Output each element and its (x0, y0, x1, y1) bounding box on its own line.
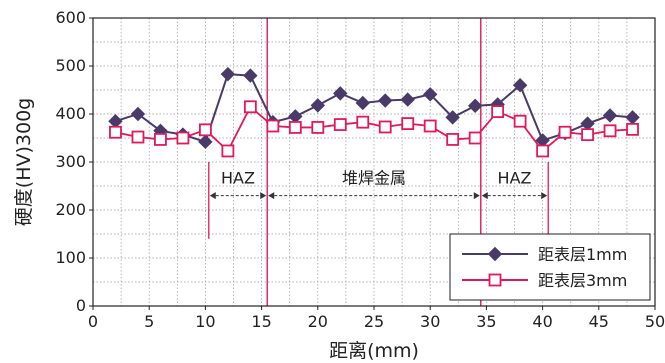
data-point-diamond (198, 134, 213, 150)
data-point-square (626, 122, 639, 136)
y-tick-label: 100 (55, 248, 86, 267)
data-point-diamond (333, 86, 348, 101)
arrow-head (260, 192, 267, 200)
data-point-diamond (243, 68, 258, 83)
series-markers (108, 66, 640, 158)
data-point-square (109, 125, 122, 139)
data-point-square (198, 123, 212, 137)
legend-box (449, 233, 651, 301)
data-point-square (221, 144, 235, 158)
arrow-head (268, 192, 275, 200)
data-point-square (266, 119, 280, 133)
data-point-diamond (378, 93, 393, 108)
x-tick-label: 50 (645, 312, 665, 331)
data-point-diamond (220, 66, 236, 82)
data-point-diamond (580, 116, 595, 131)
y-tick-label: 400 (55, 104, 86, 123)
axis-ticks: 0 100 200 300 400 500 600 0 5 10 15 20 25 30 35 40 45 50 (55, 8, 665, 331)
data-point-diamond (310, 98, 326, 113)
data-point-square (243, 100, 257, 114)
data-point-diamond (512, 77, 528, 93)
grid (93, 18, 655, 306)
x-tick-label: 15 (251, 312, 271, 331)
data-point-square (356, 115, 370, 129)
data-point-square (423, 119, 437, 133)
region-label: 堆焊金属 (342, 169, 406, 188)
legend-items: 距表层1mm 距表层3mm (462, 245, 627, 290)
y-tick-label: 0 (76, 296, 86, 315)
data-point-square (176, 131, 190, 145)
data-point-square (603, 124, 617, 138)
data-point-diamond (445, 110, 460, 125)
legend-label: 距表层3mm (538, 271, 627, 290)
x-tick-label: 10 (195, 312, 215, 331)
data-point-square (468, 131, 482, 145)
y-tick-label: 600 (55, 8, 86, 27)
y-tick-label: 300 (55, 152, 86, 171)
arrow-head (481, 192, 488, 200)
arrow-head (473, 192, 480, 200)
data-point-square (311, 121, 325, 134)
legend-label: 距表层1mm (538, 245, 627, 264)
data-point-square (488, 273, 502, 287)
data-point-diamond (108, 113, 123, 129)
x-tick-label: 40 (532, 312, 552, 331)
legend: 距表层1mm 距表层3mm (449, 233, 651, 301)
arrow-head (541, 192, 548, 200)
x-tick-label: 5 (144, 312, 154, 331)
data-point-diamond (487, 246, 503, 262)
data-point-square (288, 121, 302, 134)
x-tick-label: 35 (476, 312, 496, 331)
y-axis-label: 硬度(HV)300g (13, 98, 35, 226)
data-point-square (513, 114, 527, 128)
x-tick-label: 30 (420, 312, 440, 331)
data-point-diamond (355, 95, 370, 111)
data-point-square (378, 120, 392, 134)
data-point-square (131, 130, 145, 144)
x-axis-label: 距离(mm) (329, 340, 419, 362)
data-point-diamond (422, 87, 438, 102)
y-tick-label: 500 (55, 56, 86, 75)
region-annotations: HAZ 堆焊金属 HAZ (208, 162, 549, 239)
data-point-square (491, 105, 505, 118)
x-tick-label: 0 (88, 312, 98, 331)
x-tick-label: 45 (589, 312, 609, 331)
x-tick-label: 20 (308, 312, 328, 331)
data-point-diamond (130, 106, 146, 122)
region-label: HAZ (221, 169, 255, 188)
data-point-square (536, 144, 549, 158)
y-tick-label: 200 (55, 200, 86, 219)
data-point-square (401, 117, 415, 130)
data-point-diamond (602, 108, 618, 123)
data-point-diamond (625, 110, 640, 125)
data-point-square (154, 133, 167, 146)
data-point-diamond (288, 109, 303, 124)
data-point-square (558, 125, 572, 139)
data-point-diamond (467, 98, 483, 114)
series-line-1 (115, 73, 633, 144)
data-point-square (581, 128, 594, 142)
data-point-square (446, 133, 460, 146)
x-tick-label: 25 (364, 312, 384, 331)
arrow-head (209, 192, 216, 200)
data-point-diamond (400, 92, 415, 107)
region-label: HAZ (498, 169, 532, 188)
data-point-square (333, 118, 347, 131)
